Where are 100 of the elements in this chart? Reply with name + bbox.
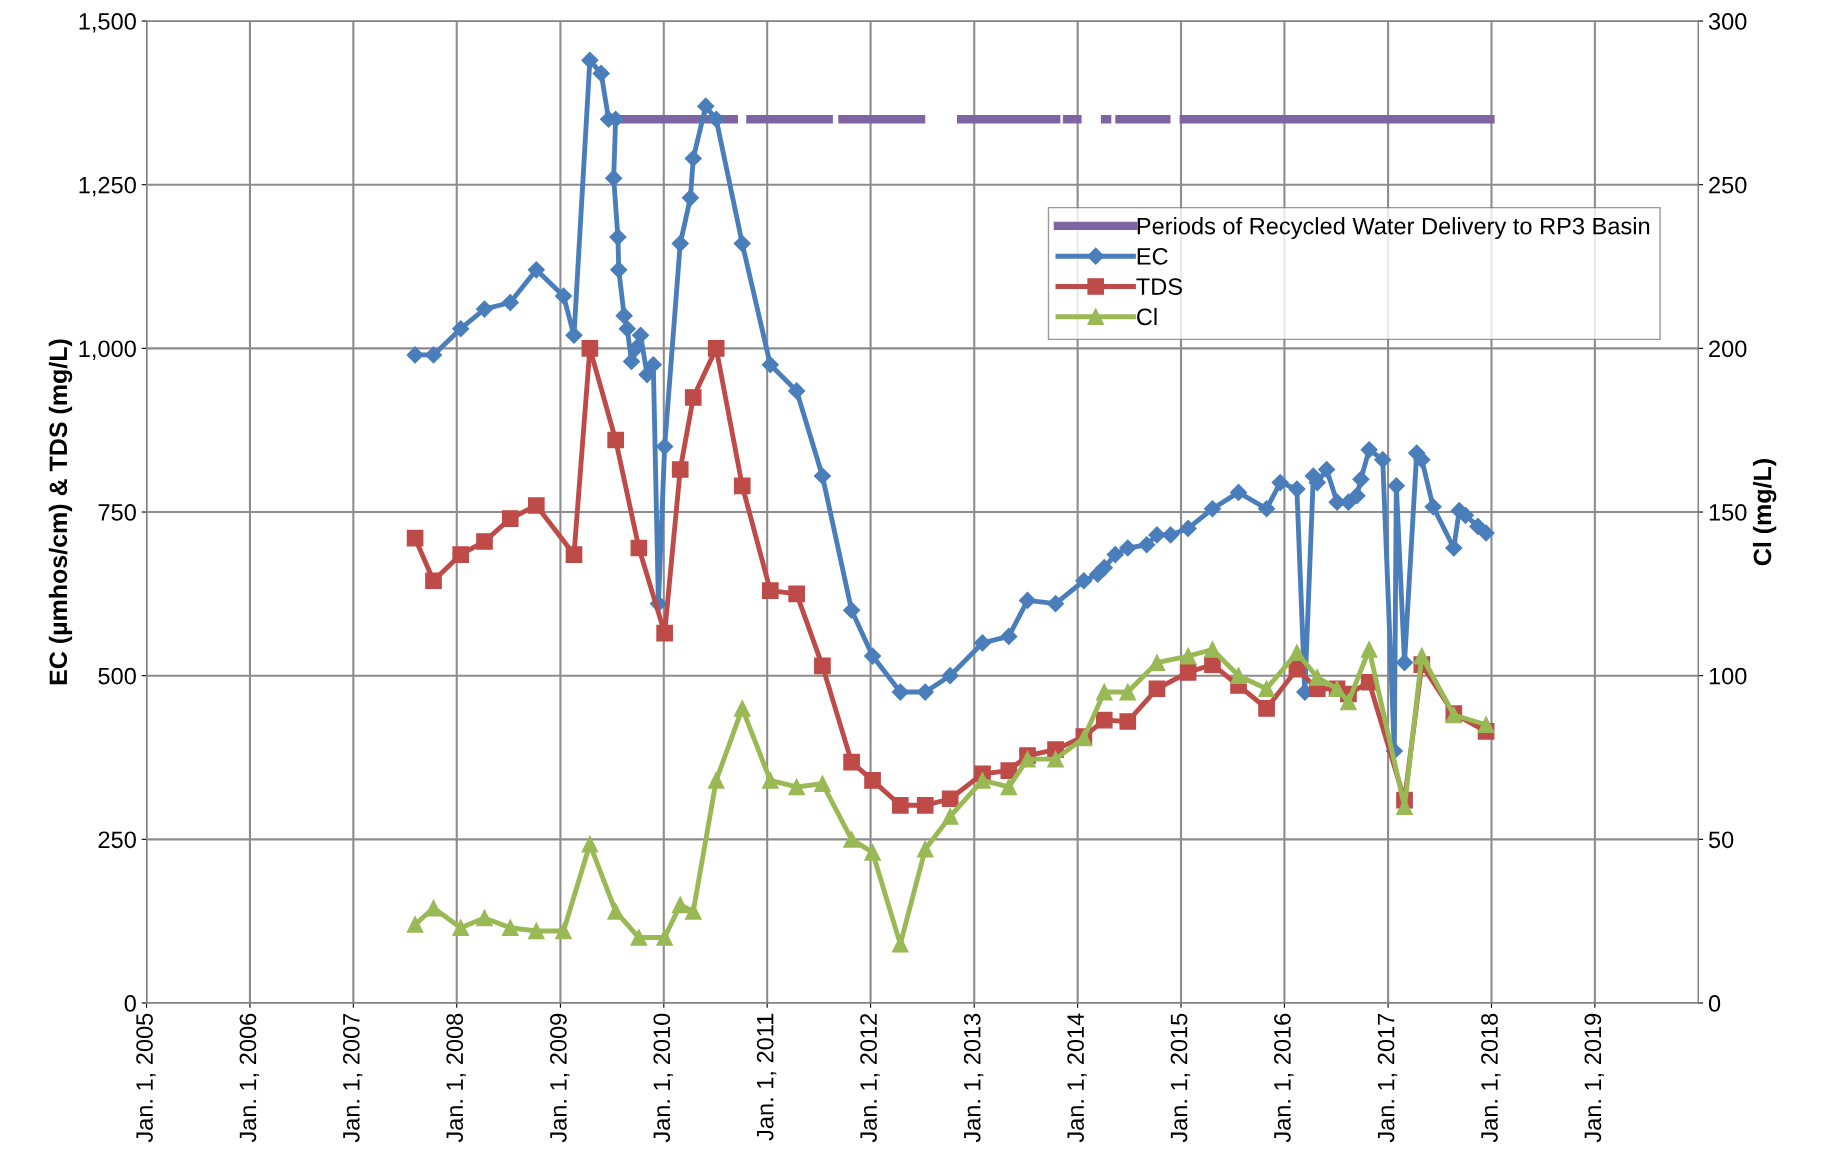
y-tick-label: 750 xyxy=(98,504,136,521)
x-tick-label: Jan. 1, 2009 xyxy=(550,1013,570,1143)
point xyxy=(1019,750,1036,768)
point xyxy=(1119,683,1137,701)
point xyxy=(565,546,583,563)
point xyxy=(843,753,860,771)
point xyxy=(1047,750,1064,768)
point xyxy=(671,461,689,478)
y2-tick-label: 100 xyxy=(1709,667,1747,685)
point xyxy=(607,903,624,920)
x-tick-label: Jan. 1, 2006 xyxy=(239,1013,260,1143)
point xyxy=(476,533,493,550)
point xyxy=(1119,713,1137,730)
x-tick-label: Jan. 1, 2011 xyxy=(756,1013,777,1141)
y2-axis-title: Cl (mg/L) xyxy=(1752,459,1777,566)
point xyxy=(501,510,519,527)
point xyxy=(941,808,959,825)
y2-tick-label: 200 xyxy=(1709,340,1747,358)
y2-tick-label: 150 xyxy=(1709,504,1747,521)
point xyxy=(707,772,725,789)
point xyxy=(1258,700,1275,717)
y-tick-label: 250 xyxy=(98,831,136,849)
point xyxy=(656,624,673,642)
y2-tick-label: 250 xyxy=(1709,176,1747,194)
point xyxy=(1095,683,1113,701)
point xyxy=(452,919,470,937)
point xyxy=(630,539,648,557)
point xyxy=(1095,711,1113,729)
point xyxy=(1179,664,1197,681)
point xyxy=(425,899,442,917)
point xyxy=(814,657,831,675)
point xyxy=(581,340,599,357)
legend-label: Cl xyxy=(1137,307,1157,326)
point xyxy=(1179,647,1197,665)
x-tick-label: Jan. 1, 2012 xyxy=(860,1013,880,1143)
point xyxy=(1340,693,1357,711)
point xyxy=(630,929,648,946)
point xyxy=(1258,680,1275,698)
x-tick-label: Jan. 1, 2005 xyxy=(136,1013,156,1143)
point xyxy=(684,903,702,920)
y-tick-label: 1,500 xyxy=(79,13,136,33)
x-tick-label: Jan. 1, 2018 xyxy=(1481,1013,1501,1143)
x-tick-label: Jan. 1, 2015 xyxy=(1170,1013,1191,1143)
point xyxy=(425,572,442,590)
legend-label: TDS xyxy=(1136,278,1182,295)
point xyxy=(527,922,545,940)
point xyxy=(656,929,673,946)
point xyxy=(1204,641,1221,658)
point xyxy=(891,796,909,814)
point xyxy=(684,389,702,406)
y-tick-label: 500 xyxy=(98,667,136,685)
point xyxy=(843,831,860,848)
point xyxy=(1230,667,1247,685)
x-tick-label: Jan. 1, 2019 xyxy=(1584,1013,1604,1143)
point xyxy=(476,909,493,927)
x-tick-label: Jan. 1, 2017 xyxy=(1377,1013,1398,1143)
y2-tick-label: 300 xyxy=(1708,13,1747,30)
point xyxy=(707,340,725,357)
point xyxy=(814,775,831,793)
point xyxy=(788,585,805,603)
point xyxy=(501,919,519,937)
point xyxy=(1308,668,1326,686)
point xyxy=(1288,644,1306,662)
x-tick-label: Jan. 1, 2014 xyxy=(1067,1013,1087,1143)
point xyxy=(733,700,751,717)
point xyxy=(864,772,881,789)
point xyxy=(1360,641,1378,658)
point xyxy=(581,835,599,853)
point xyxy=(555,922,572,940)
y-tick-label: 1,250 xyxy=(79,176,136,197)
point xyxy=(1413,647,1431,665)
point xyxy=(733,477,751,495)
y-tick-label: 0 xyxy=(124,995,136,1012)
x-tick-label: Jan. 1, 2010 xyxy=(653,1013,673,1143)
point xyxy=(916,796,934,814)
point xyxy=(788,778,805,796)
point xyxy=(671,896,689,914)
x-tick-label: Jan. 1, 2013 xyxy=(963,1013,984,1143)
x-tick-label: Jan. 1, 2016 xyxy=(1274,1013,1294,1143)
y-axis-title: EC (µmhos/cm) & TDS (mg/L) xyxy=(48,339,73,685)
point xyxy=(406,529,424,547)
legend-label: Periods of Recycled Water Delivery to RP3 Basin xyxy=(1137,217,1650,240)
point xyxy=(1148,680,1166,698)
point xyxy=(452,546,470,563)
point xyxy=(527,497,545,514)
point xyxy=(1148,654,1166,671)
point xyxy=(761,772,779,789)
point xyxy=(1477,716,1495,734)
y2-tick-label: 50 xyxy=(1708,831,1734,849)
point xyxy=(1000,762,1018,779)
point xyxy=(761,582,779,599)
point xyxy=(916,840,934,858)
point xyxy=(941,790,959,808)
y-tick-label: 1,000 xyxy=(79,340,136,360)
point xyxy=(406,916,424,933)
x-tick-label: Jan. 1, 2007 xyxy=(342,1013,363,1143)
point xyxy=(1000,778,1018,796)
point xyxy=(864,844,881,861)
point xyxy=(607,431,624,449)
point xyxy=(1204,656,1221,673)
